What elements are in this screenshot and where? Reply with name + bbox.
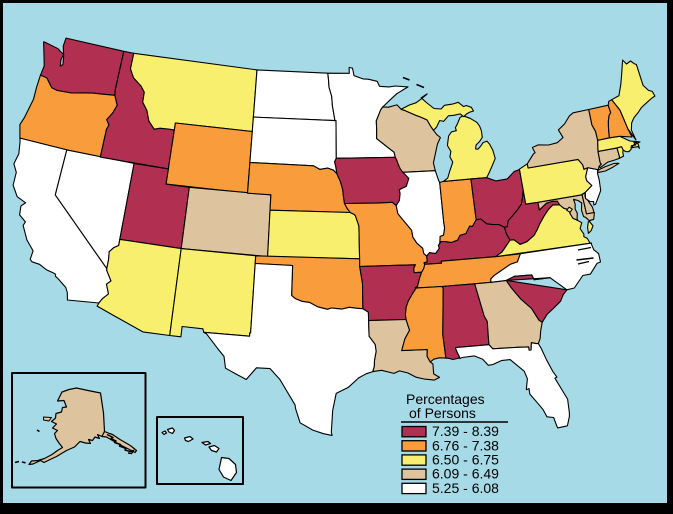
svg-text:6.76 - 7.38: 6.76 - 7.38	[432, 437, 499, 453]
svg-text:of Persons: of Persons	[409, 405, 476, 421]
svg-text:7.39 - 8.39: 7.39 - 8.39	[432, 423, 499, 439]
svg-text:6.50 - 6.75: 6.50 - 6.75	[432, 452, 499, 468]
svg-text:Percentages: Percentages	[406, 391, 485, 407]
svg-text:6.09 - 6.49: 6.09 - 6.49	[432, 466, 499, 482]
svg-text:5.25 - 6.08: 5.25 - 6.08	[432, 480, 499, 496]
